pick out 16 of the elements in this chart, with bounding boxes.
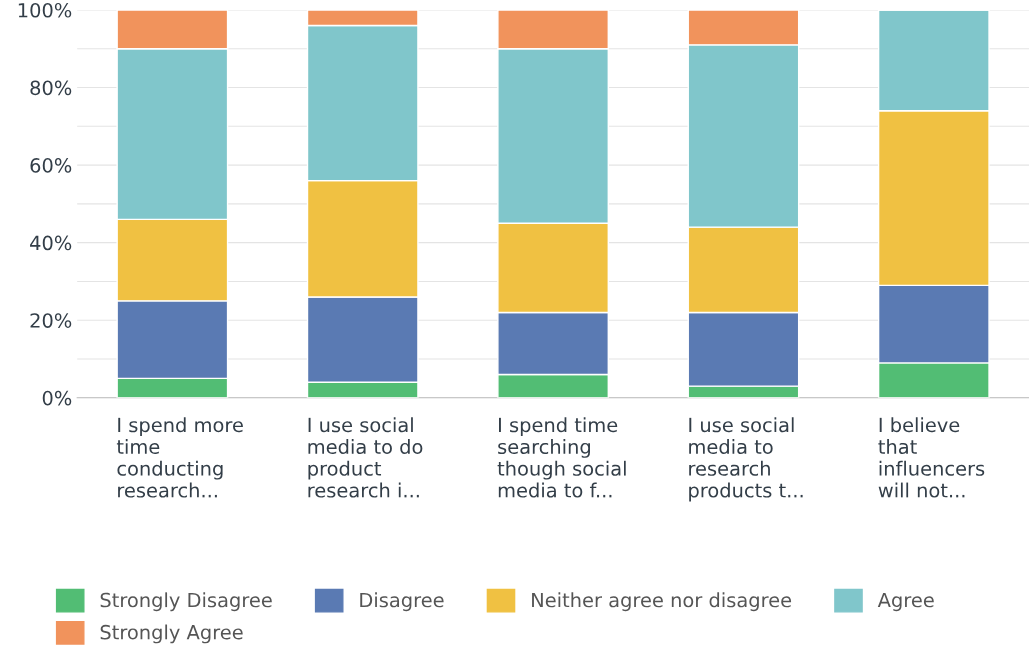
x-tick-label: I use social media to research products t... — [689, 417, 803, 502]
y-tick-label: 40% — [30, 235, 72, 251]
y-tick-label: 100% — [18, 2, 72, 18]
x-tick-label: I spend more time conducting research... — [116, 417, 243, 498]
x-tick-label: I use social media to do product research i... — [308, 417, 423, 498]
legend-label: Disagree — [360, 592, 444, 612]
y-tick-label: 20% — [30, 313, 72, 328]
legend-label: Neither agree nor disagree — [532, 592, 792, 612]
legend-label: Strongly Disagree — [100, 592, 272, 612]
y-tick-label: 80% — [30, 80, 72, 96]
legend-label: Strongly Agree — [100, 624, 243, 644]
y-tick-label: 60% — [30, 158, 72, 173]
x-tick-label: I spend time searching though social media to f... — [497, 417, 626, 498]
y-tick-label: 0% — [42, 390, 72, 406]
x-tick-label: I believe that influencers will not... — [878, 417, 985, 498]
legend-label: Agree — [877, 592, 934, 612]
